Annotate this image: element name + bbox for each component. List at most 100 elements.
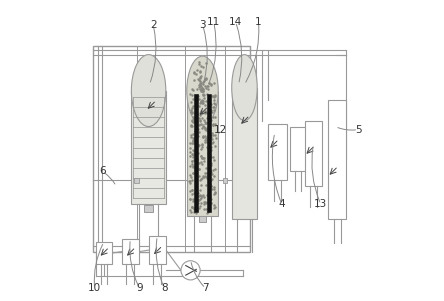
Point [194,118,201,123]
Point [186,173,194,178]
Point [188,159,195,164]
Point [206,115,213,119]
Point [208,197,215,201]
Point [212,121,219,126]
Point [196,87,203,92]
Point [193,131,200,135]
Point [204,92,211,97]
Point [202,200,209,205]
Point [207,134,214,139]
Point [188,118,195,123]
Point [207,161,214,166]
Point [206,149,213,154]
Point [193,160,200,165]
Point [189,135,196,140]
Point [203,192,210,197]
Point [188,106,195,110]
Point [207,82,214,87]
Point [198,86,205,91]
Point [203,85,210,90]
Point [195,161,202,166]
Point [203,145,210,150]
Point [211,205,218,209]
Point [194,127,201,132]
Point [198,85,206,90]
Point [206,193,214,198]
Point [187,100,194,105]
Point [190,70,198,75]
Point [192,129,199,134]
Point [207,82,214,86]
Point [187,109,194,114]
Point [196,74,203,79]
Point [190,170,197,175]
Point [210,105,218,110]
Point [198,88,205,93]
Point [206,108,214,113]
Point [190,131,197,136]
Point [210,95,218,100]
Ellipse shape [187,56,218,125]
Point [190,171,197,176]
Point [212,136,219,141]
Point [209,172,216,176]
Point [186,197,194,202]
Point [203,206,210,211]
Point [192,137,199,142]
Point [201,110,208,115]
Point [190,157,198,162]
Point [206,117,214,122]
Point [188,111,195,116]
Point [201,117,208,122]
Point [202,182,210,187]
Point [190,206,198,211]
Point [187,133,194,138]
Text: 8: 8 [161,283,168,293]
Point [211,143,218,148]
Point [192,206,199,211]
Point [198,176,205,181]
Point [190,151,197,156]
Point [211,189,218,194]
Point [194,92,201,97]
Text: 11: 11 [207,17,220,27]
Point [194,133,202,138]
Point [210,123,217,128]
Bar [122,239,139,264]
Point [197,99,204,104]
Point [206,117,214,122]
Bar [131,91,166,204]
Point [210,157,218,162]
Point [195,166,202,171]
Point [192,109,199,114]
Point [201,77,208,82]
Point [198,63,205,68]
Point [209,122,216,127]
Point [203,139,210,144]
Point [193,109,200,114]
Point [206,150,213,155]
Point [195,190,202,195]
Point [196,118,203,123]
Point [196,116,203,121]
Point [210,185,217,190]
Point [205,186,212,191]
Point [200,195,207,200]
Point [206,158,214,163]
Bar [194,94,198,212]
Point [194,86,201,91]
Point [198,200,205,205]
Point [202,119,209,124]
Point [208,154,215,159]
Point [205,115,212,120]
Point [189,119,196,124]
Point [198,142,206,147]
Point [193,157,200,161]
Point [192,167,199,172]
Point [202,139,209,144]
Point [197,70,204,74]
Bar [222,178,227,183]
Point [211,92,218,97]
Point [208,147,215,152]
Text: 5: 5 [355,125,361,135]
